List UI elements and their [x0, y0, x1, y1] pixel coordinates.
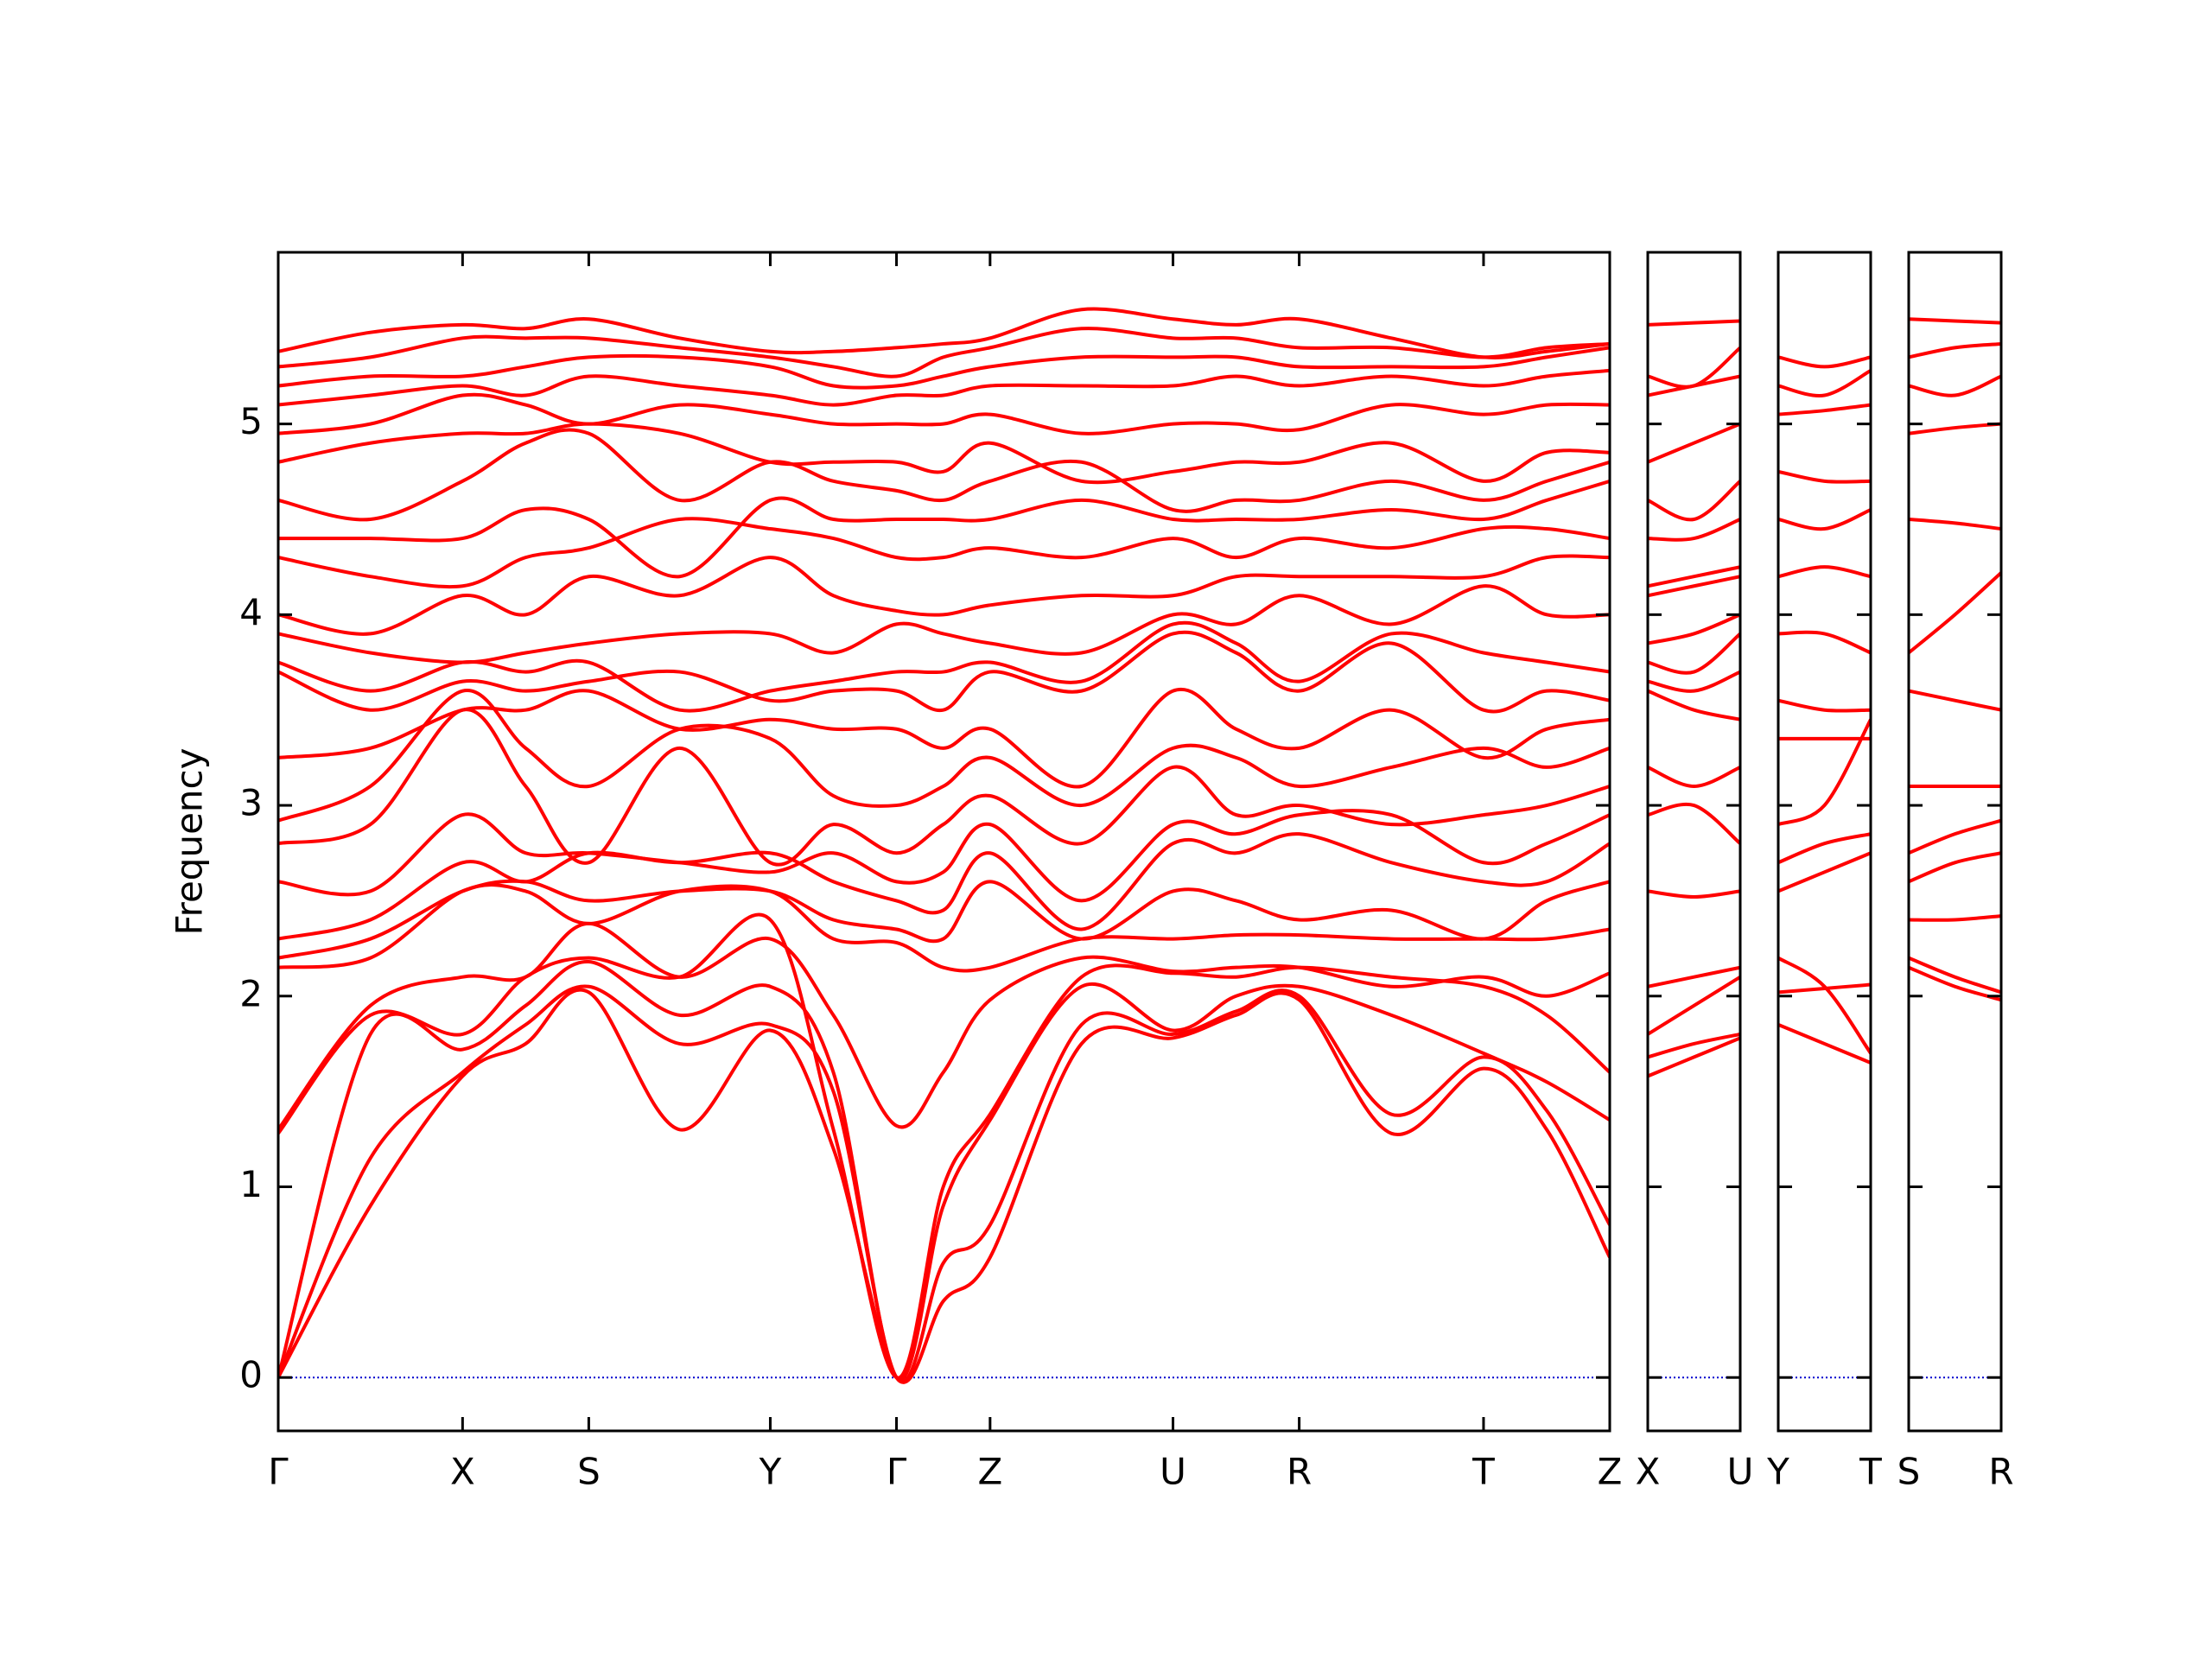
band — [1778, 469, 1871, 484]
band — [278, 809, 1610, 903]
band — [278, 368, 1610, 407]
band — [278, 479, 1610, 579]
x-tick-label: S — [577, 1451, 601, 1493]
y-tick-label: 4 — [239, 591, 263, 633]
band — [1778, 355, 1871, 369]
band — [1909, 374, 2001, 397]
band — [278, 307, 1610, 359]
band — [1909, 914, 2001, 922]
band — [1909, 317, 2001, 325]
band — [1778, 1023, 1871, 1065]
x-tick-label: X — [450, 1451, 475, 1493]
x-tick-label: Z — [977, 1451, 1002, 1493]
band — [1648, 518, 1740, 542]
band — [1778, 698, 1871, 713]
band — [1909, 571, 2001, 655]
plot-frame — [1907, 251, 2003, 1433]
band — [1648, 1032, 1740, 1059]
y-tick-label: 1 — [239, 1163, 263, 1205]
plot-frame — [1646, 251, 1742, 1433]
band — [1778, 851, 1871, 893]
band — [1648, 575, 1740, 598]
band — [278, 960, 1610, 1382]
band — [278, 832, 1610, 941]
band — [1778, 508, 1871, 531]
band — [1909, 965, 2001, 1002]
band — [1909, 422, 2001, 435]
x-tick-label: Y — [1766, 1451, 1789, 1493]
band — [1648, 319, 1740, 327]
x-tick-label: T — [1471, 1451, 1495, 1493]
band — [1648, 565, 1740, 588]
band — [1648, 689, 1740, 721]
band — [278, 422, 1610, 485]
band — [278, 428, 1610, 522]
x-tick-label: U — [1727, 1451, 1754, 1493]
band — [1648, 1036, 1740, 1078]
band — [1909, 341, 2001, 359]
y-tick-label: 5 — [239, 400, 263, 442]
band — [1648, 976, 1740, 1036]
band — [278, 584, 1610, 664]
band — [278, 687, 1610, 789]
plot-frame — [1777, 251, 1872, 1433]
y-tick-label: 3 — [239, 782, 263, 824]
y-axis-title: Frequency — [168, 748, 211, 936]
band — [1648, 632, 1740, 675]
y-tick-label: 0 — [239, 1354, 263, 1396]
band — [278, 327, 1610, 378]
band — [278, 988, 1610, 1384]
band — [1648, 670, 1740, 693]
band — [278, 912, 1610, 1380]
band — [1778, 403, 1871, 416]
band — [1778, 565, 1871, 579]
band — [1909, 851, 2001, 884]
band — [1648, 965, 1740, 988]
x-tick-label: Z — [1598, 1451, 1623, 1493]
band — [1909, 689, 2001, 712]
x-tick-label: R — [1988, 1451, 2013, 1493]
band — [1648, 480, 1740, 522]
x-tick-label: S — [1897, 1451, 1921, 1493]
band — [278, 630, 1610, 714]
band — [1778, 956, 1871, 1055]
y-tick-label: 2 — [239, 972, 263, 1014]
x-tick-label: R — [1287, 1451, 1312, 1493]
band — [278, 346, 1610, 390]
band — [1648, 346, 1740, 389]
band — [1648, 889, 1740, 899]
band — [278, 883, 1610, 973]
band — [278, 554, 1610, 636]
band — [278, 689, 1610, 823]
band — [1648, 802, 1740, 845]
plot-frame — [276, 251, 1611, 1433]
x-tick-label: Γ — [268, 1451, 289, 1493]
band — [278, 708, 1610, 867]
x-tick-label: Y — [759, 1451, 782, 1493]
band — [1909, 956, 2001, 995]
band — [278, 620, 1610, 713]
band — [1648, 766, 1740, 788]
x-tick-label: Γ — [887, 1451, 907, 1493]
x-tick-label: T — [1859, 1451, 1882, 1493]
band — [1648, 613, 1740, 645]
x-tick-label: X — [1636, 1451, 1661, 1493]
band — [1778, 630, 1871, 655]
band — [1909, 518, 2001, 531]
band — [1778, 718, 1871, 827]
band — [278, 879, 1610, 960]
band — [278, 392, 1610, 435]
band — [278, 984, 1610, 1384]
band — [278, 517, 1610, 589]
x-tick-label: U — [1160, 1451, 1186, 1493]
band — [1778, 832, 1871, 865]
band — [1648, 422, 1740, 464]
band — [278, 921, 1610, 1131]
band — [1909, 818, 2001, 855]
band — [1778, 369, 1871, 397]
